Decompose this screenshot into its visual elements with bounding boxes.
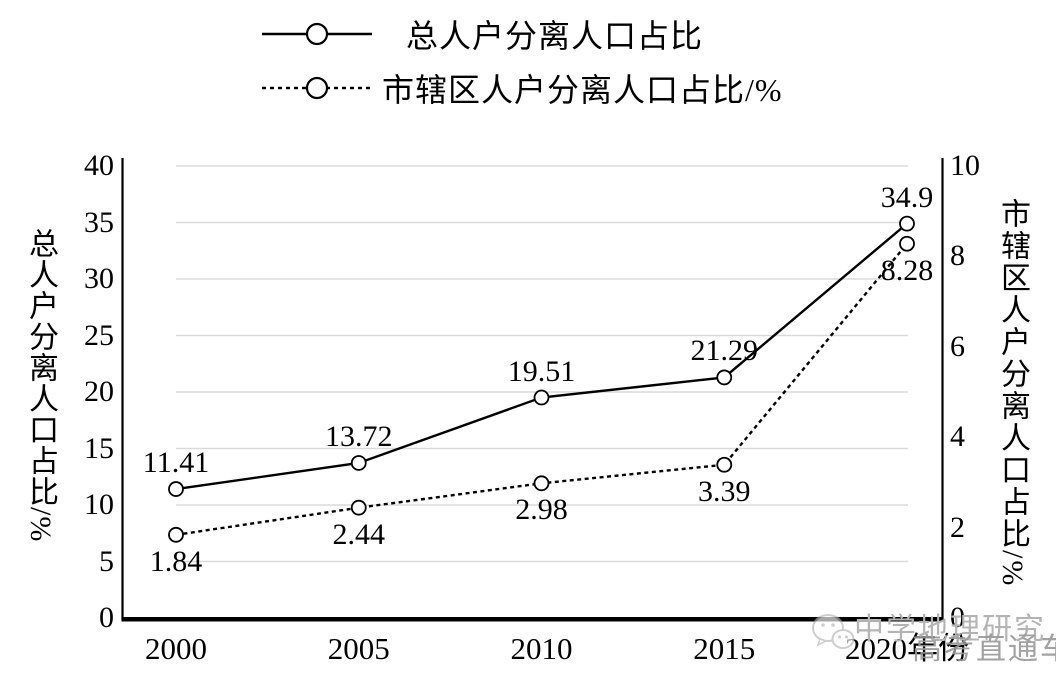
right-axis-title: 市辖区人户分离人口占比/% bbox=[996, 198, 1029, 588]
legend-label-district: 市辖区人户分离人口占比/% bbox=[382, 72, 783, 108]
data-point-marker bbox=[533, 475, 550, 492]
solid-line-circle-marker-icon bbox=[262, 22, 372, 46]
legend-item-total: 总人户分离人口占比 bbox=[260, 12, 783, 56]
data-point-marker bbox=[716, 456, 733, 473]
watermark-text-1: 中学地理研究 bbox=[854, 613, 1046, 646]
watermark-text-2: 高考直通车 bbox=[912, 633, 1056, 666]
data-point-marker bbox=[350, 499, 367, 516]
data-point-marker bbox=[168, 481, 184, 497]
legend-item-district: 市辖区人户分离人口占比/% bbox=[260, 66, 783, 110]
data-point-marker bbox=[533, 389, 550, 406]
x-axis-line bbox=[121, 617, 944, 622]
data-point-marker bbox=[350, 455, 367, 471]
data-point-marker bbox=[716, 369, 733, 386]
data-point-marker bbox=[168, 526, 184, 543]
left-axis-title: 总人户分离人口占比/% bbox=[24, 228, 57, 543]
dotted-line-circle-marker-icon bbox=[262, 76, 372, 100]
legend-label-total: 总人户分离人口占比 bbox=[406, 18, 704, 54]
data-point-marker bbox=[899, 215, 915, 232]
watermark: 中学地理研究 高考直通车 bbox=[810, 598, 1056, 668]
data-point-marker bbox=[899, 235, 915, 252]
legend: 总人户分离人口占比 市辖区人户分离人口占比/% bbox=[260, 12, 783, 120]
wechat-icon bbox=[812, 614, 855, 649]
